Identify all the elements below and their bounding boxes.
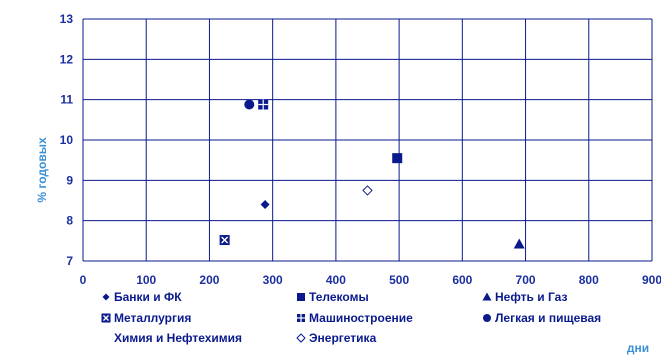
legend-item: Металлургия [101, 311, 191, 325]
x-tick-label: 800 [579, 273, 599, 287]
data-point [392, 153, 403, 164]
y-tick-label: 7 [66, 254, 73, 268]
data-point [244, 99, 255, 110]
y-tick-labels: 7 8 9 10 11 12 13 [60, 12, 74, 268]
y-tick-label: 11 [60, 93, 73, 107]
legend-item: Энергетика [296, 331, 377, 345]
legend-item: Нефть и Газ [482, 290, 567, 304]
y-tick-label: 8 [66, 214, 73, 228]
legend-item: Машиностроение [297, 311, 413, 325]
x-tick-label: 700 [516, 273, 536, 287]
x-tick-label: 500 [389, 273, 409, 287]
grid [82, 18, 653, 262]
y-axis-title: % годовых [35, 137, 49, 203]
y-tick-label: 10 [60, 133, 74, 147]
x-tick-label: 100 [136, 273, 156, 287]
data-point [513, 238, 525, 249]
x-tick-labels: 0 100 200 300 400 500 600 700 800 900 [80, 273, 661, 287]
legend-item: Легкая и пищевая [483, 311, 601, 325]
y-tick-label: 9 [66, 173, 73, 187]
y-tick-label: 13 [60, 12, 74, 26]
legend-label: Машиностроение [309, 311, 413, 325]
legend-label: Телекомы [309, 290, 369, 304]
legend-label: Энергетика [309, 331, 377, 345]
y-tick-label: 12 [60, 52, 74, 66]
legend-item: Химия и Нефтехимия [114, 331, 242, 345]
legend-marker [483, 314, 491, 322]
legend: Банки и ФК Телекомы Нефть и Газ Металлургия… [101, 290, 601, 345]
x-tick-label: 900 [642, 273, 661, 287]
legend-label: Легкая и пищевая [495, 311, 601, 325]
legend-label: Химия и Нефтехимия [114, 331, 242, 345]
data-point [258, 99, 269, 110]
legend-marker [296, 333, 306, 343]
data-point [362, 185, 373, 196]
legend-label: Нефть и Газ [495, 290, 567, 304]
x-tick-label: 400 [326, 273, 346, 287]
x-tick-label: 600 [452, 273, 472, 287]
legend-marker [297, 314, 305, 322]
x-tick-label: 200 [199, 273, 219, 287]
data-points [219, 99, 525, 249]
legend-item: Телекомы [297, 290, 369, 304]
legend-marker [102, 293, 110, 301]
legend-item: Банки и ФК [102, 290, 182, 304]
legend-label: Металлургия [114, 311, 191, 325]
data-point [219, 235, 230, 246]
x-axis-title: дни [627, 341, 649, 355]
x-tick-label: 0 [80, 273, 87, 287]
legend-marker [101, 313, 111, 323]
data-point [260, 200, 270, 210]
legend-marker [297, 293, 305, 301]
legend-marker [482, 292, 492, 301]
x-tick-label: 300 [263, 273, 283, 287]
legend-label: Банки и ФК [114, 290, 182, 304]
